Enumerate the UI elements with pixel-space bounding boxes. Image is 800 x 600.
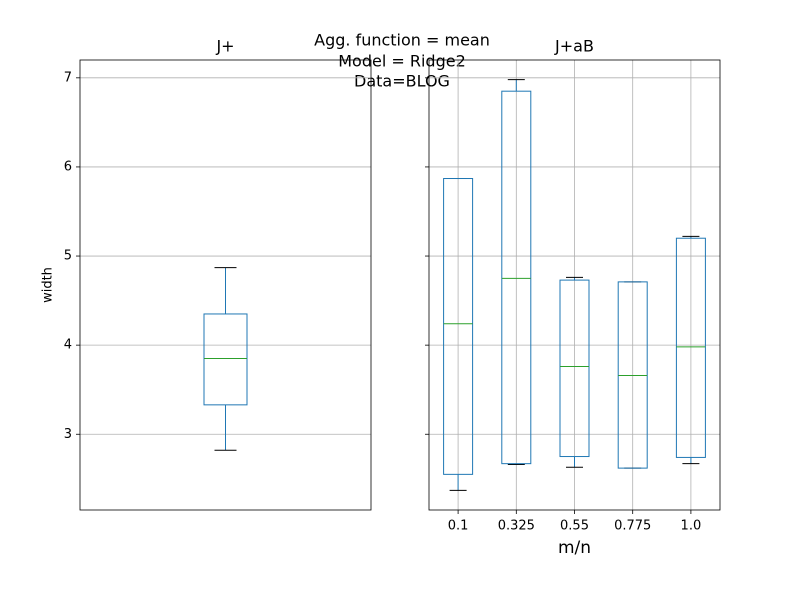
x-axis-label: m/n bbox=[558, 538, 591, 558]
axes-frame bbox=[428, 59, 721, 511]
y-axis-label: width bbox=[41, 267, 56, 303]
y-tick-label: 3 bbox=[64, 427, 72, 442]
x-tick-label: 1.0 bbox=[681, 519, 702, 534]
box bbox=[559, 279, 590, 458]
y-tick-label: 5 bbox=[64, 249, 72, 264]
x-tick-label: 0.1 bbox=[448, 519, 469, 534]
y-tick-label: 6 bbox=[64, 159, 72, 174]
suptitle: Model = Ridge2 bbox=[338, 52, 466, 71]
suptitle: Agg. function = mean bbox=[314, 31, 490, 50]
x-tick-label: 0.775 bbox=[614, 519, 651, 534]
box bbox=[203, 313, 248, 406]
box bbox=[675, 237, 706, 458]
box bbox=[501, 90, 532, 465]
axes-frame bbox=[79, 59, 372, 511]
suptitle: Data=BLOG bbox=[354, 72, 450, 91]
y-tick-label: 4 bbox=[64, 338, 72, 353]
y-tick-label: 7 bbox=[64, 70, 72, 85]
x-tick-label: 0.325 bbox=[498, 519, 535, 534]
subplot-title: J+ bbox=[215, 37, 234, 56]
x-tick-label: 0.55 bbox=[560, 519, 589, 534]
box bbox=[443, 178, 474, 475]
subplot-title: J+aB bbox=[554, 37, 594, 56]
